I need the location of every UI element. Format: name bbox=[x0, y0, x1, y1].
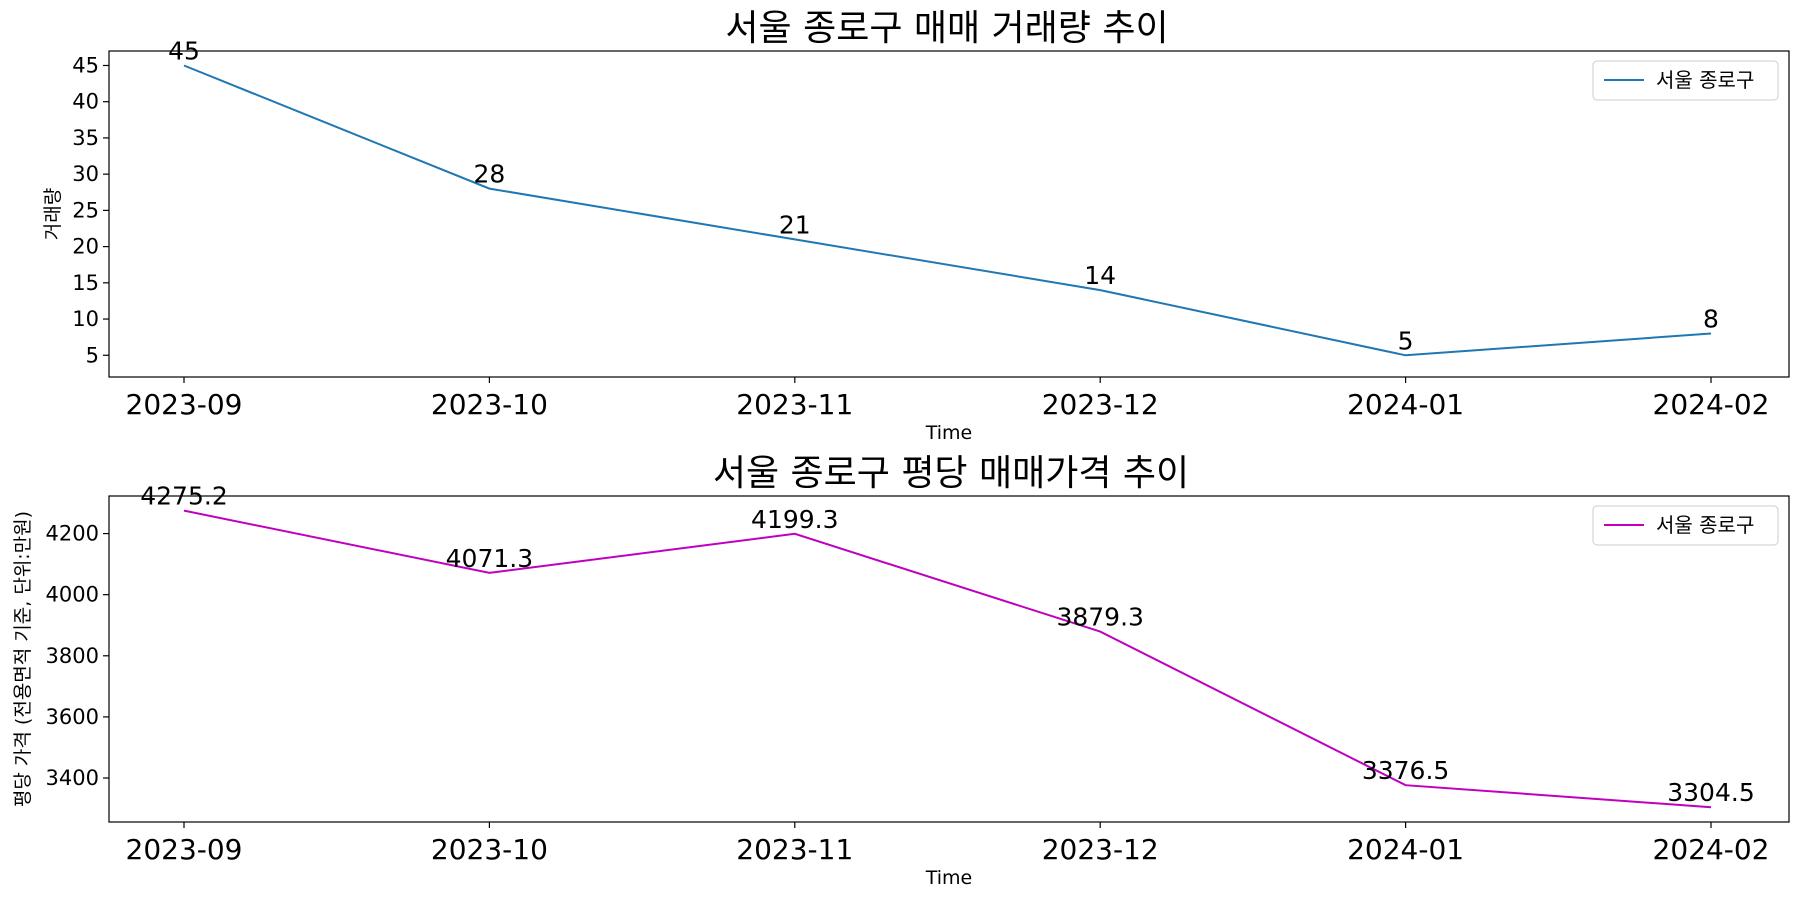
y-tick-label: 10 bbox=[72, 307, 99, 331]
volume-chart-panel: 서울 종로구 매매 거래량 추이 5 10 15 20 25 30 35 40 45 2023-… bbox=[42, 8, 1790, 444]
series-line bbox=[183, 509, 1712, 809]
y-tick-label: 30 bbox=[72, 162, 99, 186]
x-tick-label: 2023-11 bbox=[736, 388, 853, 421]
y-tick-label: 4200 bbox=[46, 522, 99, 546]
x-tick-label: 2023-09 bbox=[126, 833, 243, 866]
data-point-label: 4275.2 bbox=[140, 482, 227, 511]
data-point-label: 28 bbox=[473, 160, 505, 189]
data-labels: 4275.2 4071.3 4199.3 3879.3 3376.5 3304.5 bbox=[140, 482, 1754, 808]
y-tick-label: 45 bbox=[72, 53, 99, 77]
y-tick-label: 40 bbox=[72, 90, 99, 114]
legend: 서울 종로구 bbox=[1592, 505, 1779, 546]
price-chart-panel: 서울 종로구 평당 매매가격 추이 3400 3600 3800 4000 4200 2… bbox=[12, 453, 1790, 889]
x-tick-label: 2023-10 bbox=[431, 833, 548, 866]
x-tick-label: 2024-02 bbox=[1653, 833, 1770, 866]
y-tick-label: 20 bbox=[72, 235, 99, 259]
x-tick-label: 2023-12 bbox=[1042, 833, 1159, 866]
x-tick-label: 2024-01 bbox=[1347, 388, 1464, 421]
y-tick-label: 4000 bbox=[46, 583, 99, 607]
y-tick-label: 15 bbox=[72, 271, 99, 295]
data-point-label: 4071.3 bbox=[446, 544, 533, 573]
data-point-label: 5 bbox=[1398, 326, 1414, 355]
x-tick-label: 2023-10 bbox=[431, 388, 548, 421]
y-axis-label: 평당 가격 (전용면적 기준, 단위:만원) bbox=[12, 511, 34, 807]
x-tick-label: 2023-11 bbox=[736, 833, 853, 866]
x-tick-label: 2024-02 bbox=[1653, 388, 1770, 421]
plot-frame bbox=[108, 50, 1790, 378]
y-axis-label: 거래량 bbox=[42, 188, 64, 240]
x-axis-ticks: 2023-09 2023-10 2023-11 2023-12 2024-01 2024-… bbox=[126, 822, 1770, 866]
legend: 서울 종로구 bbox=[1592, 60, 1779, 101]
y-tick-label: 3400 bbox=[46, 766, 99, 790]
y-tick-label: 35 bbox=[72, 126, 99, 150]
data-point-label: 4199.3 bbox=[751, 505, 838, 534]
x-axis-label: Time bbox=[925, 422, 973, 444]
chart-title: 서울 종로구 평당 매매가격 추이 bbox=[713, 453, 1189, 494]
data-point-label: 3879.3 bbox=[1056, 603, 1143, 632]
data-point-label: 3376.5 bbox=[1362, 756, 1449, 785]
x-axis-label: Time bbox=[925, 867, 973, 889]
x-tick-label: 2023-12 bbox=[1042, 388, 1159, 421]
data-point-label: 14 bbox=[1084, 261, 1116, 290]
x-tick-label: 2023-09 bbox=[126, 388, 243, 421]
y-axis-ticks: 5 10 15 20 25 30 35 40 45 bbox=[72, 53, 109, 367]
y-tick-label: 25 bbox=[72, 198, 99, 222]
legend-label: 서울 종로구 bbox=[1656, 68, 1754, 92]
legend-label: 서울 종로구 bbox=[1656, 513, 1754, 537]
x-tick-label: 2024-01 bbox=[1347, 833, 1464, 866]
y-tick-label: 3600 bbox=[46, 705, 99, 729]
data-point-label: 3304.5 bbox=[1667, 778, 1754, 807]
legend-box bbox=[1592, 60, 1779, 101]
chart-title: 서울 종로구 매매 거래량 추이 bbox=[725, 8, 1168, 49]
y-tick-label: 5 bbox=[86, 343, 99, 367]
data-point-label: 21 bbox=[779, 210, 811, 239]
y-axis-ticks: 3400 3600 3800 4000 4200 bbox=[46, 522, 109, 790]
legend-box bbox=[1592, 505, 1779, 546]
data-point-label: 45 bbox=[168, 36, 200, 65]
x-axis-ticks: 2023-09 2023-10 2023-11 2023-12 2024-01 2024-… bbox=[126, 377, 1770, 421]
plot-frame bbox=[108, 495, 1790, 823]
data-point-label: 8 bbox=[1703, 305, 1719, 334]
y-tick-label: 3800 bbox=[46, 644, 99, 668]
data-labels: 45 28 21 14 5 8 bbox=[168, 36, 1719, 355]
series-line bbox=[183, 64, 1712, 357]
